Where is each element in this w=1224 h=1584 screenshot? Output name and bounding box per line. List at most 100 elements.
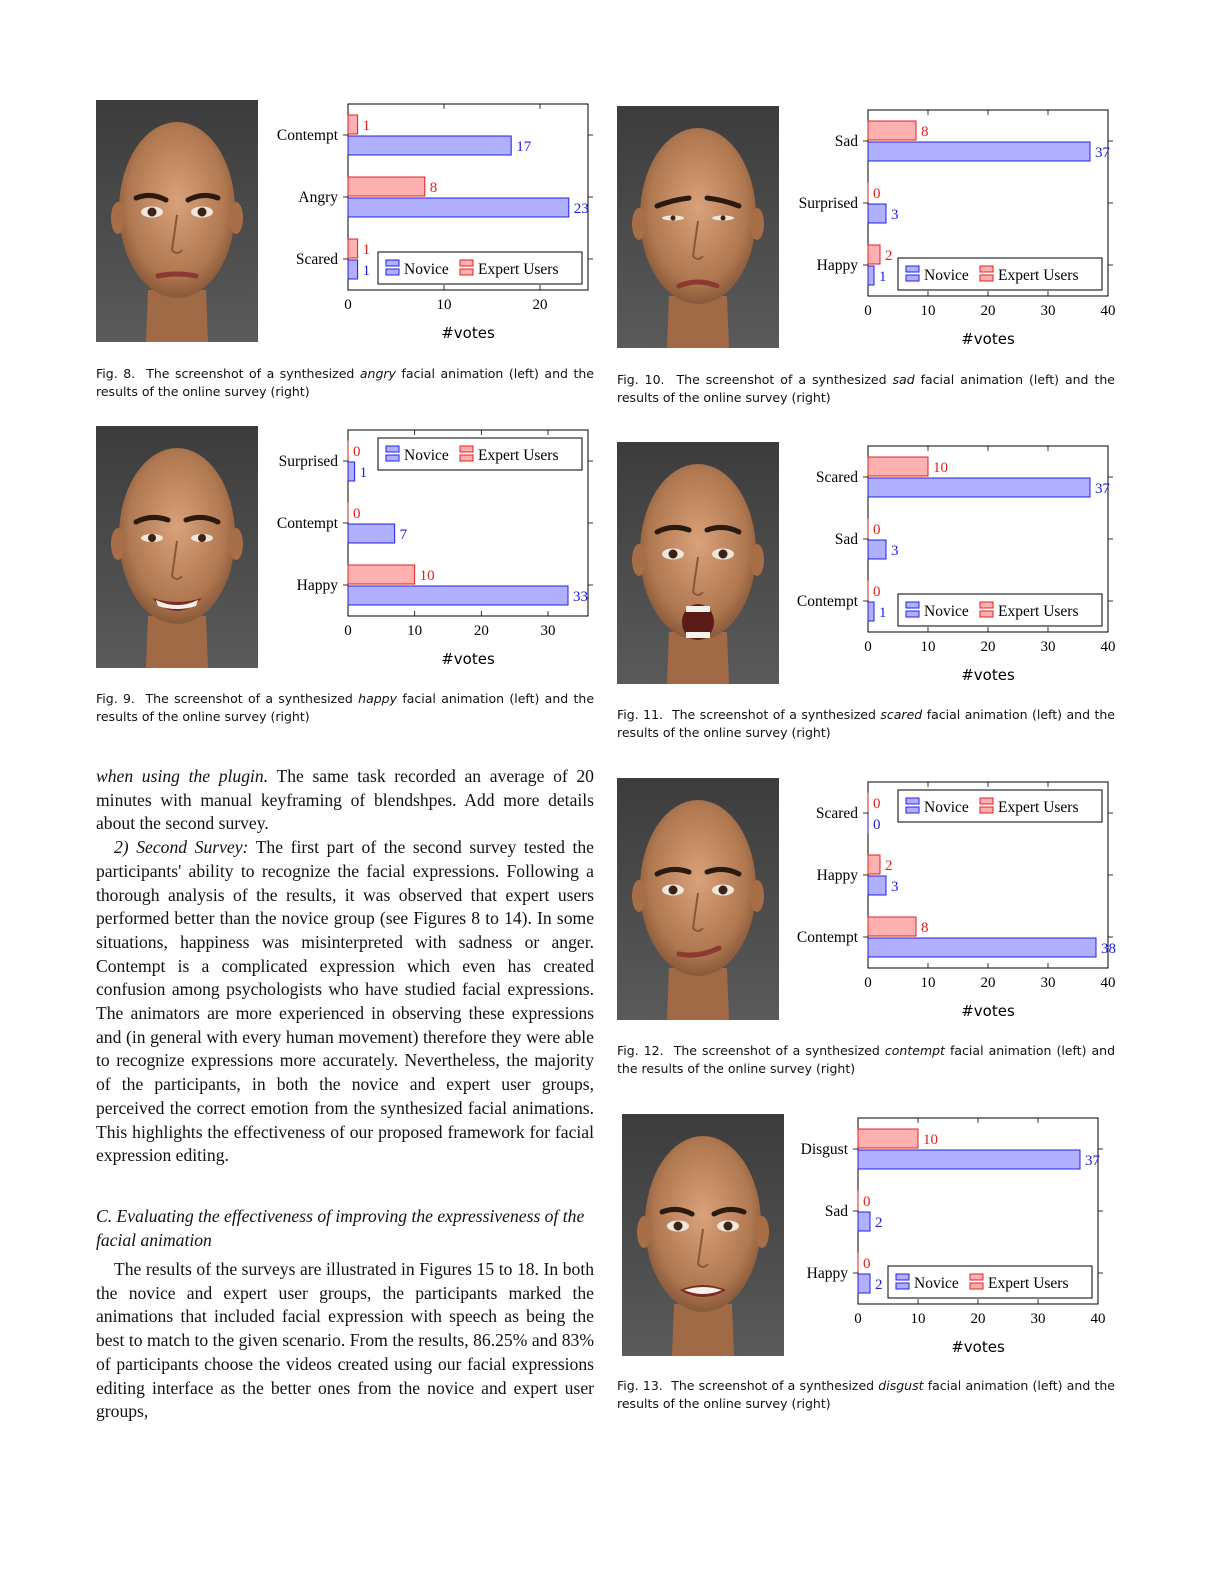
bar-novice — [348, 524, 395, 543]
data-label-novice: 3 — [891, 543, 899, 559]
face-illustration — [617, 106, 779, 348]
face-illustration — [617, 778, 779, 1020]
fig9-face-image — [96, 426, 258, 668]
legend-swatch-expert — [980, 798, 993, 804]
bar-novice — [348, 198, 569, 217]
x-tick-label: 0 — [864, 639, 872, 655]
bar-expert — [868, 245, 880, 264]
category-label: Surprised — [279, 453, 339, 470]
category-label: Contempt — [797, 929, 859, 946]
face-illustration — [96, 100, 258, 342]
bar-novice — [348, 462, 355, 481]
category-label: Sad — [825, 1203, 849, 1220]
data-label-expert: 0 — [353, 444, 361, 460]
category-label: Angry — [298, 189, 338, 206]
data-label-expert: 0 — [863, 1194, 871, 1210]
legend-swatch-expert-2 — [460, 455, 473, 461]
left-ear — [111, 202, 125, 234]
bar-chart-svg: 0 10 20 30 40 #votes Scared 0 0 Happy 2 3 Contempt 8 3… — [770, 776, 1120, 1026]
data-label-novice: 1 — [360, 465, 368, 481]
data-label-expert: 10 — [923, 1132, 938, 1148]
x-tick-label: 10 — [911, 1311, 926, 1327]
x-tick-label: 30 — [1041, 639, 1056, 655]
x-tick-label: 0 — [344, 297, 352, 313]
bar-novice — [868, 204, 886, 223]
x-axis-label: #votes — [441, 324, 495, 342]
legend-label-expert: Expert Users — [478, 447, 559, 464]
fig9-caption: Fig. 9. The screenshot of a synthesized … — [96, 690, 594, 726]
legend-swatch-expert — [970, 1274, 983, 1280]
bar-novice — [868, 602, 874, 621]
data-label-expert: 1 — [363, 118, 371, 134]
data-label-novice: 37 — [1095, 481, 1111, 497]
legend-label-novice: Novice — [404, 447, 449, 464]
x-tick-label: 30 — [1041, 975, 1056, 991]
x-tick-label: 20 — [981, 303, 996, 319]
right-iris — [719, 550, 728, 559]
bar-novice — [868, 266, 874, 285]
fig10-caption: Fig. 10. The screenshot of a synthesized… — [617, 371, 1115, 407]
legend-label-expert: Expert Users — [988, 1275, 1069, 1292]
category-label: Happy — [817, 867, 859, 884]
data-label-novice: 38 — [1101, 941, 1116, 957]
bar-expert — [348, 115, 358, 134]
legend-label-novice: Novice — [924, 267, 969, 284]
bar-expert — [348, 239, 358, 258]
bar-expert — [858, 1129, 918, 1148]
bar-chart-svg: 0 10 20 30 #votes Surprised 0 1 Contempt 0 7 Happy 1… — [250, 424, 600, 674]
right-iris — [724, 1222, 733, 1231]
category-label: Contempt — [277, 127, 339, 144]
left-ear — [632, 544, 646, 576]
data-label-expert: 1 — [363, 242, 371, 258]
legend-swatch-novice-2 — [906, 275, 919, 281]
fig12-chart: 0 10 20 30 40 #votes Scared 0 0 Happy 2 3 Contempt 8 3… — [770, 776, 1120, 1026]
caption-label: Fig. 9. — [96, 691, 135, 706]
bar-chart-svg: 0 10 20 #votes Contempt 1 17 Angry 8 23 Scared 1 1 No… — [250, 98, 600, 348]
bar-novice — [868, 540, 886, 559]
legend-label-expert: Expert Users — [998, 267, 1079, 284]
fig13-caption: Fig. 13. The screenshot of a synthesized… — [617, 1377, 1115, 1413]
bar-novice — [348, 260, 358, 279]
right-iris — [198, 208, 207, 217]
legend-swatch-novice-2 — [906, 807, 919, 813]
left-iris — [669, 886, 678, 895]
x-tick-label: 40 — [1101, 303, 1116, 319]
data-label-novice: 2 — [875, 1215, 883, 1231]
x-tick-label: 40 — [1091, 1311, 1106, 1327]
bar-novice — [858, 1274, 870, 1293]
x-tick-label: 10 — [437, 297, 452, 313]
legend-label-expert: Expert Users — [998, 799, 1079, 816]
fig8-chart: 0 10 20 #votes Contempt 1 17 Angry 8 23 Scared 1 1 No… — [250, 98, 600, 348]
bar-novice — [868, 938, 1096, 957]
fig12-face-image — [617, 778, 779, 1020]
data-label-expert: 10 — [933, 460, 948, 476]
legend-swatch-novice-2 — [906, 611, 919, 617]
fig9-chart: 0 10 20 30 #votes Surprised 0 1 Contempt 0 7 Happy 1… — [250, 424, 600, 674]
right-ear — [750, 544, 764, 576]
face-illustration — [617, 442, 779, 684]
left-ear — [637, 1216, 651, 1248]
data-label-expert: 0 — [873, 796, 881, 812]
head — [119, 448, 235, 624]
left-iris — [148, 534, 156, 542]
data-label-novice: 2 — [875, 1277, 883, 1293]
legend-swatch-expert-2 — [970, 1283, 983, 1289]
paragraph-2: 2) Second Survey: The first part of the … — [96, 836, 594, 1168]
x-tick-label: 20 — [981, 975, 996, 991]
left-ear — [111, 528, 125, 560]
data-label-expert: 8 — [921, 124, 929, 140]
legend-swatch-expert — [460, 260, 473, 266]
fig11-face-image — [617, 442, 779, 684]
bar-expert — [868, 917, 916, 936]
right-iris — [719, 886, 728, 895]
paragraph-3: The results of the surveys are illustrat… — [96, 1258, 594, 1424]
data-label-novice: 1 — [363, 263, 371, 279]
data-label-novice: 7 — [400, 527, 408, 543]
left-ear — [632, 208, 646, 240]
legend-swatch-novice — [906, 266, 919, 272]
fig10-chart: 0 10 20 30 40 #votes Sad 8 37 Surprised 0 3 Happy 2 1 N… — [770, 104, 1120, 354]
legend-swatch-expert-2 — [460, 269, 473, 275]
legend-swatch-novice-2 — [386, 455, 399, 461]
caption-label: Fig. 11. — [617, 707, 663, 722]
mouth — [158, 274, 196, 276]
